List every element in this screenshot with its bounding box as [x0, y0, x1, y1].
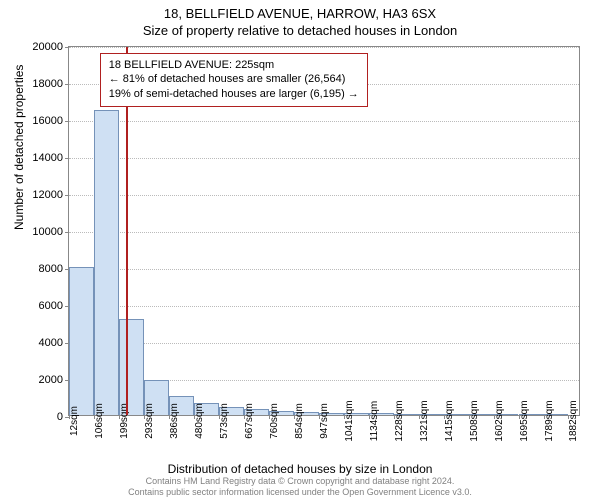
- x-tick-label: 1882sqm: [568, 400, 579, 441]
- histogram-bar: [94, 110, 119, 415]
- gridline: [69, 306, 579, 307]
- footer-line-2: Contains public sector information licen…: [0, 487, 600, 498]
- footer-line-1: Contains HM Land Registry data © Crown c…: [0, 476, 600, 487]
- y-tick-label: 8000: [39, 263, 63, 275]
- x-tick-label: 386sqm: [169, 403, 180, 439]
- x-tick-label: 947sqm: [319, 403, 330, 439]
- annotation-line: 19% of semi-detached houses are larger (…: [109, 87, 359, 102]
- gridline: [69, 158, 579, 159]
- y-tick-mark: [65, 158, 69, 159]
- annotation-line: ← 81% of detached houses are smaller (26…: [109, 72, 359, 87]
- y-tick-label: 6000: [39, 300, 63, 312]
- gridline: [69, 195, 579, 196]
- x-tick-label: 1228sqm: [394, 400, 405, 441]
- gridline: [69, 121, 579, 122]
- x-tick-label: 106sqm: [94, 403, 105, 439]
- y-tick-mark: [65, 232, 69, 233]
- x-tick-label: 667sqm: [244, 403, 255, 439]
- x-tick-label: 293sqm: [144, 403, 155, 439]
- x-tick-label: 760sqm: [269, 403, 280, 439]
- y-axis-label: Number of detached properties: [12, 65, 26, 230]
- x-tick-label: 1041sqm: [344, 400, 355, 441]
- histogram-bar: [69, 267, 94, 415]
- histogram-bar: [119, 319, 144, 415]
- plot-region: 0200040006000800010000120001400016000180…: [68, 46, 580, 416]
- x-tick-label: 1602sqm: [494, 400, 505, 441]
- y-tick-label: 0: [57, 411, 63, 423]
- x-tick-label: 573sqm: [219, 403, 230, 439]
- y-tick-label: 12000: [32, 189, 63, 201]
- x-tick-label: 1508sqm: [469, 400, 480, 441]
- y-tick-mark: [65, 47, 69, 48]
- gridline: [69, 269, 579, 270]
- gridline: [69, 232, 579, 233]
- y-tick-mark: [65, 84, 69, 85]
- gridline: [69, 343, 579, 344]
- x-tick-label: 1321sqm: [419, 400, 430, 441]
- chart-area: 0200040006000800010000120001400016000180…: [68, 46, 580, 416]
- page-title: 18, BELLFIELD AVENUE, HARROW, HA3 6SX: [0, 0, 600, 21]
- x-tick-label: 1134sqm: [369, 401, 380, 441]
- x-tick-label: 480sqm: [194, 403, 205, 439]
- x-tick-label: 1789sqm: [544, 400, 555, 441]
- x-tick-label: 199sqm: [119, 403, 130, 439]
- y-tick-mark: [65, 195, 69, 196]
- y-tick-label: 18000: [32, 78, 63, 90]
- annotation-box: 18 BELLFIELD AVENUE: 225sqm← 81% of deta…: [100, 53, 368, 108]
- y-tick-label: 2000: [39, 374, 63, 386]
- gridline: [69, 47, 579, 48]
- y-tick-mark: [65, 121, 69, 122]
- x-tick-label: 12sqm: [69, 406, 80, 436]
- y-tick-label: 14000: [32, 152, 63, 164]
- x-axis-label: Distribution of detached houses by size …: [0, 462, 600, 476]
- y-tick-label: 20000: [32, 41, 63, 53]
- x-tick-label: 854sqm: [294, 403, 305, 439]
- x-tick-label: 1415sqm: [444, 400, 455, 441]
- annotation-line: 18 BELLFIELD AVENUE: 225sqm: [109, 58, 359, 73]
- y-tick-label: 10000: [32, 226, 63, 238]
- x-tick-label: 1695sqm: [519, 400, 530, 441]
- page-subtitle: Size of property relative to detached ho…: [0, 21, 600, 42]
- y-tick-label: 16000: [32, 115, 63, 127]
- footer: Contains HM Land Registry data © Crown c…: [0, 476, 600, 499]
- y-tick-label: 4000: [39, 337, 63, 349]
